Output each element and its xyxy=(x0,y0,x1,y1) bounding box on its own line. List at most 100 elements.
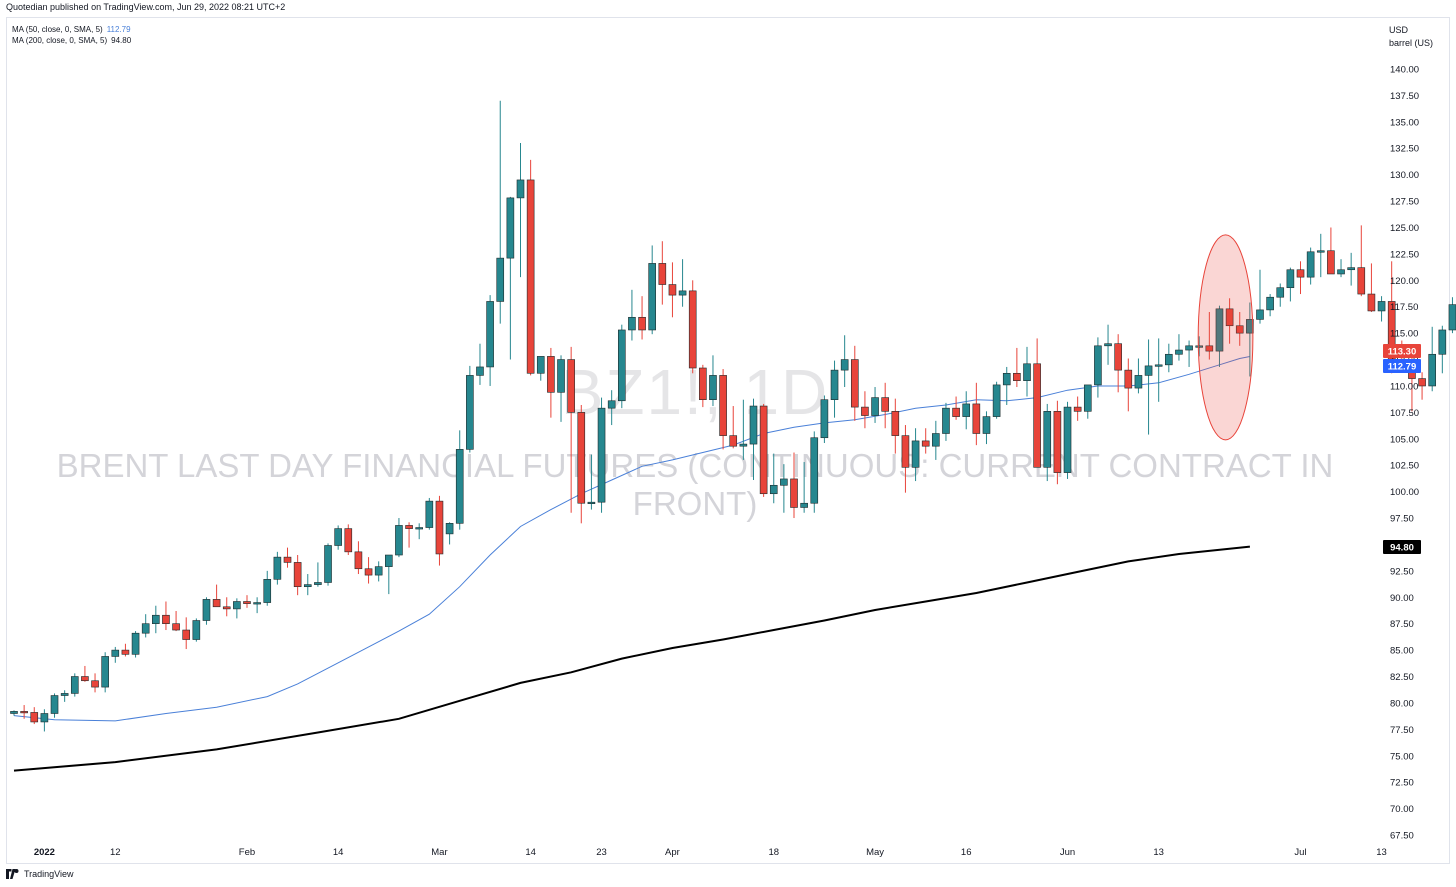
candle xyxy=(800,462,808,513)
candle xyxy=(699,364,707,408)
currency-label[interactable]: USD xyxy=(1389,25,1409,35)
candle xyxy=(476,343,484,385)
y-tick-label: 92.50 xyxy=(1390,566,1414,577)
candle xyxy=(1043,403,1052,482)
candle xyxy=(1185,340,1193,367)
ma50-legend-row[interactable]: MA (50, close, 0, SMA, 5) 112.79 xyxy=(12,24,131,35)
candle-body xyxy=(932,433,940,447)
candle-body xyxy=(20,711,28,714)
y-tick-label: 110.00 xyxy=(1390,381,1418,392)
candle-body xyxy=(1134,375,1143,389)
candle xyxy=(567,346,575,513)
x-tick-label: 13 xyxy=(1153,847,1164,858)
y-tick-label: 100.00 xyxy=(1390,487,1419,498)
candle xyxy=(840,335,849,388)
candle-body xyxy=(1104,343,1112,347)
candle xyxy=(790,452,798,519)
ma200-price-tag-bg xyxy=(1383,540,1421,554)
candle xyxy=(273,551,282,585)
candle-body xyxy=(60,693,69,696)
candle-body xyxy=(293,562,302,588)
candle-body xyxy=(911,440,920,468)
ma50-value: 112.79 xyxy=(106,25,131,34)
candle-body xyxy=(1013,372,1021,381)
candle-body xyxy=(212,599,221,608)
y-tick-label: 97.50 xyxy=(1390,514,1414,525)
x-tick-label: Jun xyxy=(1060,847,1075,858)
y-tick-label: 80.00 xyxy=(1390,698,1414,709)
candle-body xyxy=(638,316,646,331)
x-tick-label: May xyxy=(866,847,884,858)
candle-body xyxy=(466,375,474,450)
candle-body xyxy=(1266,296,1274,311)
candle-body xyxy=(10,711,18,714)
candle xyxy=(557,355,565,422)
candle xyxy=(50,693,59,718)
unit-label[interactable]: barrel (US) xyxy=(1389,38,1434,48)
candle-body xyxy=(455,449,464,524)
candle xyxy=(719,369,727,450)
candle-body xyxy=(678,290,687,296)
candle-body xyxy=(769,484,778,495)
candle-body xyxy=(395,525,403,556)
candle-body xyxy=(830,369,839,401)
candle-body xyxy=(871,397,879,416)
candle-body xyxy=(1347,267,1355,271)
candle xyxy=(233,598,241,619)
candle xyxy=(617,324,626,409)
candle xyxy=(466,365,474,453)
candle xyxy=(1438,325,1447,374)
candle-body xyxy=(192,620,201,640)
candle xyxy=(952,396,960,420)
candle-body xyxy=(1083,384,1092,412)
candle xyxy=(962,391,971,430)
candle-body xyxy=(749,405,758,445)
candle-body xyxy=(840,359,849,371)
ma200-legend-row[interactable]: MA (200, close, 0, SMA, 5) 94.80 xyxy=(12,35,131,46)
candle xyxy=(1337,259,1345,278)
candle xyxy=(364,557,373,584)
candle xyxy=(81,665,89,682)
candle xyxy=(1134,358,1143,394)
ma200-line xyxy=(13,545,1251,772)
y-tick-label: 140.00 xyxy=(1390,65,1419,76)
footer-brand[interactable]: TradingView xyxy=(24,869,74,879)
candle-body xyxy=(445,523,454,535)
candle xyxy=(303,574,312,596)
candle xyxy=(648,245,656,335)
ma200-price-tag-text: 94.80 xyxy=(1390,543,1414,554)
y-tick-label: 67.50 xyxy=(1390,831,1414,842)
y-tick-label: 85.00 xyxy=(1390,646,1414,657)
candle-body xyxy=(405,525,413,529)
candle xyxy=(881,382,889,429)
candle-body xyxy=(70,676,79,694)
candle-body xyxy=(648,263,656,331)
candle-body xyxy=(1367,293,1376,312)
candle-body xyxy=(709,375,717,401)
candle xyxy=(1053,400,1062,485)
candle-body xyxy=(486,301,494,368)
candle xyxy=(678,259,687,307)
candle xyxy=(638,296,646,340)
x-tick-label: 13 xyxy=(1376,847,1387,858)
last-price-tag-bg xyxy=(1383,344,1421,358)
candle-body xyxy=(81,676,89,682)
candle-body xyxy=(780,478,788,486)
candle xyxy=(810,431,819,513)
candle xyxy=(131,631,140,658)
candle xyxy=(1225,298,1234,344)
y-tick-label: 130.00 xyxy=(1390,170,1419,181)
candle xyxy=(607,390,616,426)
candle-body xyxy=(668,284,677,296)
candle xyxy=(942,402,950,441)
candle xyxy=(121,643,130,657)
candle-body xyxy=(385,554,393,567)
candle xyxy=(486,295,494,386)
candle-body xyxy=(891,411,900,436)
candle xyxy=(850,345,859,421)
candle-body xyxy=(1246,319,1254,334)
candle-body xyxy=(101,656,109,688)
x-tick-label: Apr xyxy=(665,847,680,858)
candle-body xyxy=(1063,406,1072,473)
